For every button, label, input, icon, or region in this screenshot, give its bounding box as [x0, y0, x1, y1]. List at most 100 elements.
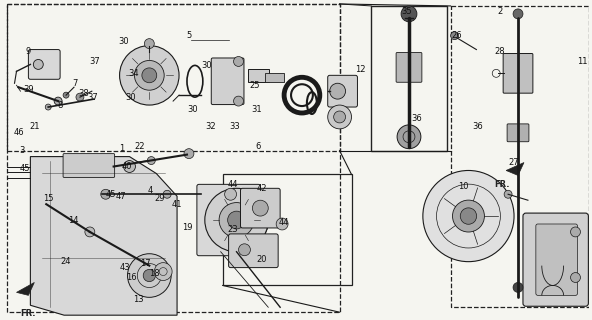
Text: 14: 14	[67, 216, 78, 225]
Circle shape	[143, 269, 156, 282]
Circle shape	[328, 105, 352, 129]
Text: 18: 18	[149, 269, 160, 278]
Text: 7: 7	[72, 79, 78, 88]
Text: 25: 25	[249, 81, 260, 90]
Polygon shape	[30, 156, 177, 315]
Text: 11: 11	[577, 57, 588, 66]
Text: 6: 6	[256, 142, 261, 151]
Bar	[7, 4, 340, 312]
Text: 19: 19	[182, 223, 192, 232]
Text: 43: 43	[119, 263, 130, 272]
Text: 40: 40	[121, 162, 132, 171]
Polygon shape	[506, 163, 524, 175]
Text: 9: 9	[26, 47, 31, 56]
Text: 36: 36	[411, 115, 422, 124]
FancyBboxPatch shape	[63, 154, 115, 177]
Circle shape	[85, 227, 95, 237]
Text: 37: 37	[89, 57, 100, 66]
Text: FR.: FR.	[494, 180, 510, 189]
Bar	[451, 6, 590, 307]
Circle shape	[452, 200, 484, 232]
Text: 46: 46	[13, 128, 24, 137]
FancyBboxPatch shape	[229, 234, 278, 268]
Circle shape	[234, 57, 243, 67]
Text: 41: 41	[172, 200, 182, 209]
Text: 21: 21	[29, 122, 40, 132]
Text: 35: 35	[402, 7, 412, 16]
Bar	[7, 4, 340, 151]
Text: 24: 24	[61, 257, 71, 266]
Circle shape	[163, 190, 171, 198]
Text: 10: 10	[458, 182, 469, 191]
Text: 16: 16	[126, 273, 137, 282]
FancyBboxPatch shape	[211, 58, 244, 105]
Text: 30: 30	[201, 61, 212, 70]
Text: 42: 42	[257, 184, 268, 193]
Circle shape	[184, 149, 194, 159]
Circle shape	[142, 68, 157, 83]
Text: 45: 45	[105, 190, 116, 199]
FancyBboxPatch shape	[507, 124, 529, 142]
Text: 31: 31	[251, 105, 262, 114]
Bar	[223, 174, 352, 285]
Text: 37: 37	[88, 92, 98, 102]
Circle shape	[228, 211, 246, 229]
Circle shape	[460, 208, 477, 224]
Circle shape	[205, 188, 268, 252]
Circle shape	[239, 244, 250, 256]
Text: 45: 45	[19, 164, 30, 173]
Circle shape	[101, 189, 111, 199]
Text: 36: 36	[472, 122, 482, 132]
Circle shape	[228, 211, 246, 229]
FancyBboxPatch shape	[265, 73, 284, 82]
Text: 20: 20	[256, 255, 266, 264]
FancyBboxPatch shape	[197, 184, 260, 256]
Text: 12: 12	[355, 65, 366, 74]
Circle shape	[252, 200, 268, 216]
Circle shape	[219, 203, 254, 237]
Circle shape	[504, 190, 512, 198]
FancyBboxPatch shape	[28, 50, 60, 79]
Circle shape	[205, 188, 268, 252]
FancyBboxPatch shape	[240, 188, 280, 228]
Text: 38: 38	[79, 89, 89, 98]
Text: 4: 4	[147, 186, 153, 195]
Circle shape	[127, 254, 171, 297]
Text: 30: 30	[188, 105, 198, 114]
Circle shape	[76, 93, 84, 101]
Circle shape	[54, 97, 62, 105]
Text: 30: 30	[125, 92, 136, 102]
Text: 44: 44	[227, 180, 238, 189]
Circle shape	[334, 111, 346, 123]
Text: 5: 5	[186, 31, 192, 40]
Bar	[371, 6, 446, 151]
Circle shape	[451, 32, 459, 40]
Circle shape	[144, 39, 155, 49]
Text: 23: 23	[227, 226, 238, 235]
Text: 30: 30	[118, 37, 129, 46]
Text: 17: 17	[140, 259, 150, 268]
FancyBboxPatch shape	[396, 52, 422, 82]
Text: 29: 29	[154, 194, 165, 203]
Text: 1: 1	[119, 144, 124, 153]
Circle shape	[397, 125, 421, 149]
Text: 3: 3	[20, 146, 25, 155]
Circle shape	[33, 60, 43, 69]
Text: 32: 32	[205, 122, 216, 132]
FancyBboxPatch shape	[503, 53, 533, 93]
Circle shape	[63, 92, 69, 98]
Text: 39: 39	[23, 85, 34, 94]
FancyBboxPatch shape	[536, 224, 577, 295]
Text: 26: 26	[451, 31, 462, 40]
Circle shape	[513, 283, 523, 292]
Text: 13: 13	[133, 295, 144, 304]
Circle shape	[124, 161, 136, 172]
Text: 44: 44	[279, 218, 289, 227]
Text: 8: 8	[57, 100, 63, 109]
FancyBboxPatch shape	[328, 75, 358, 107]
Circle shape	[276, 218, 288, 230]
Text: 27: 27	[509, 158, 519, 167]
FancyBboxPatch shape	[248, 69, 269, 82]
Circle shape	[330, 83, 346, 99]
Circle shape	[134, 60, 164, 90]
